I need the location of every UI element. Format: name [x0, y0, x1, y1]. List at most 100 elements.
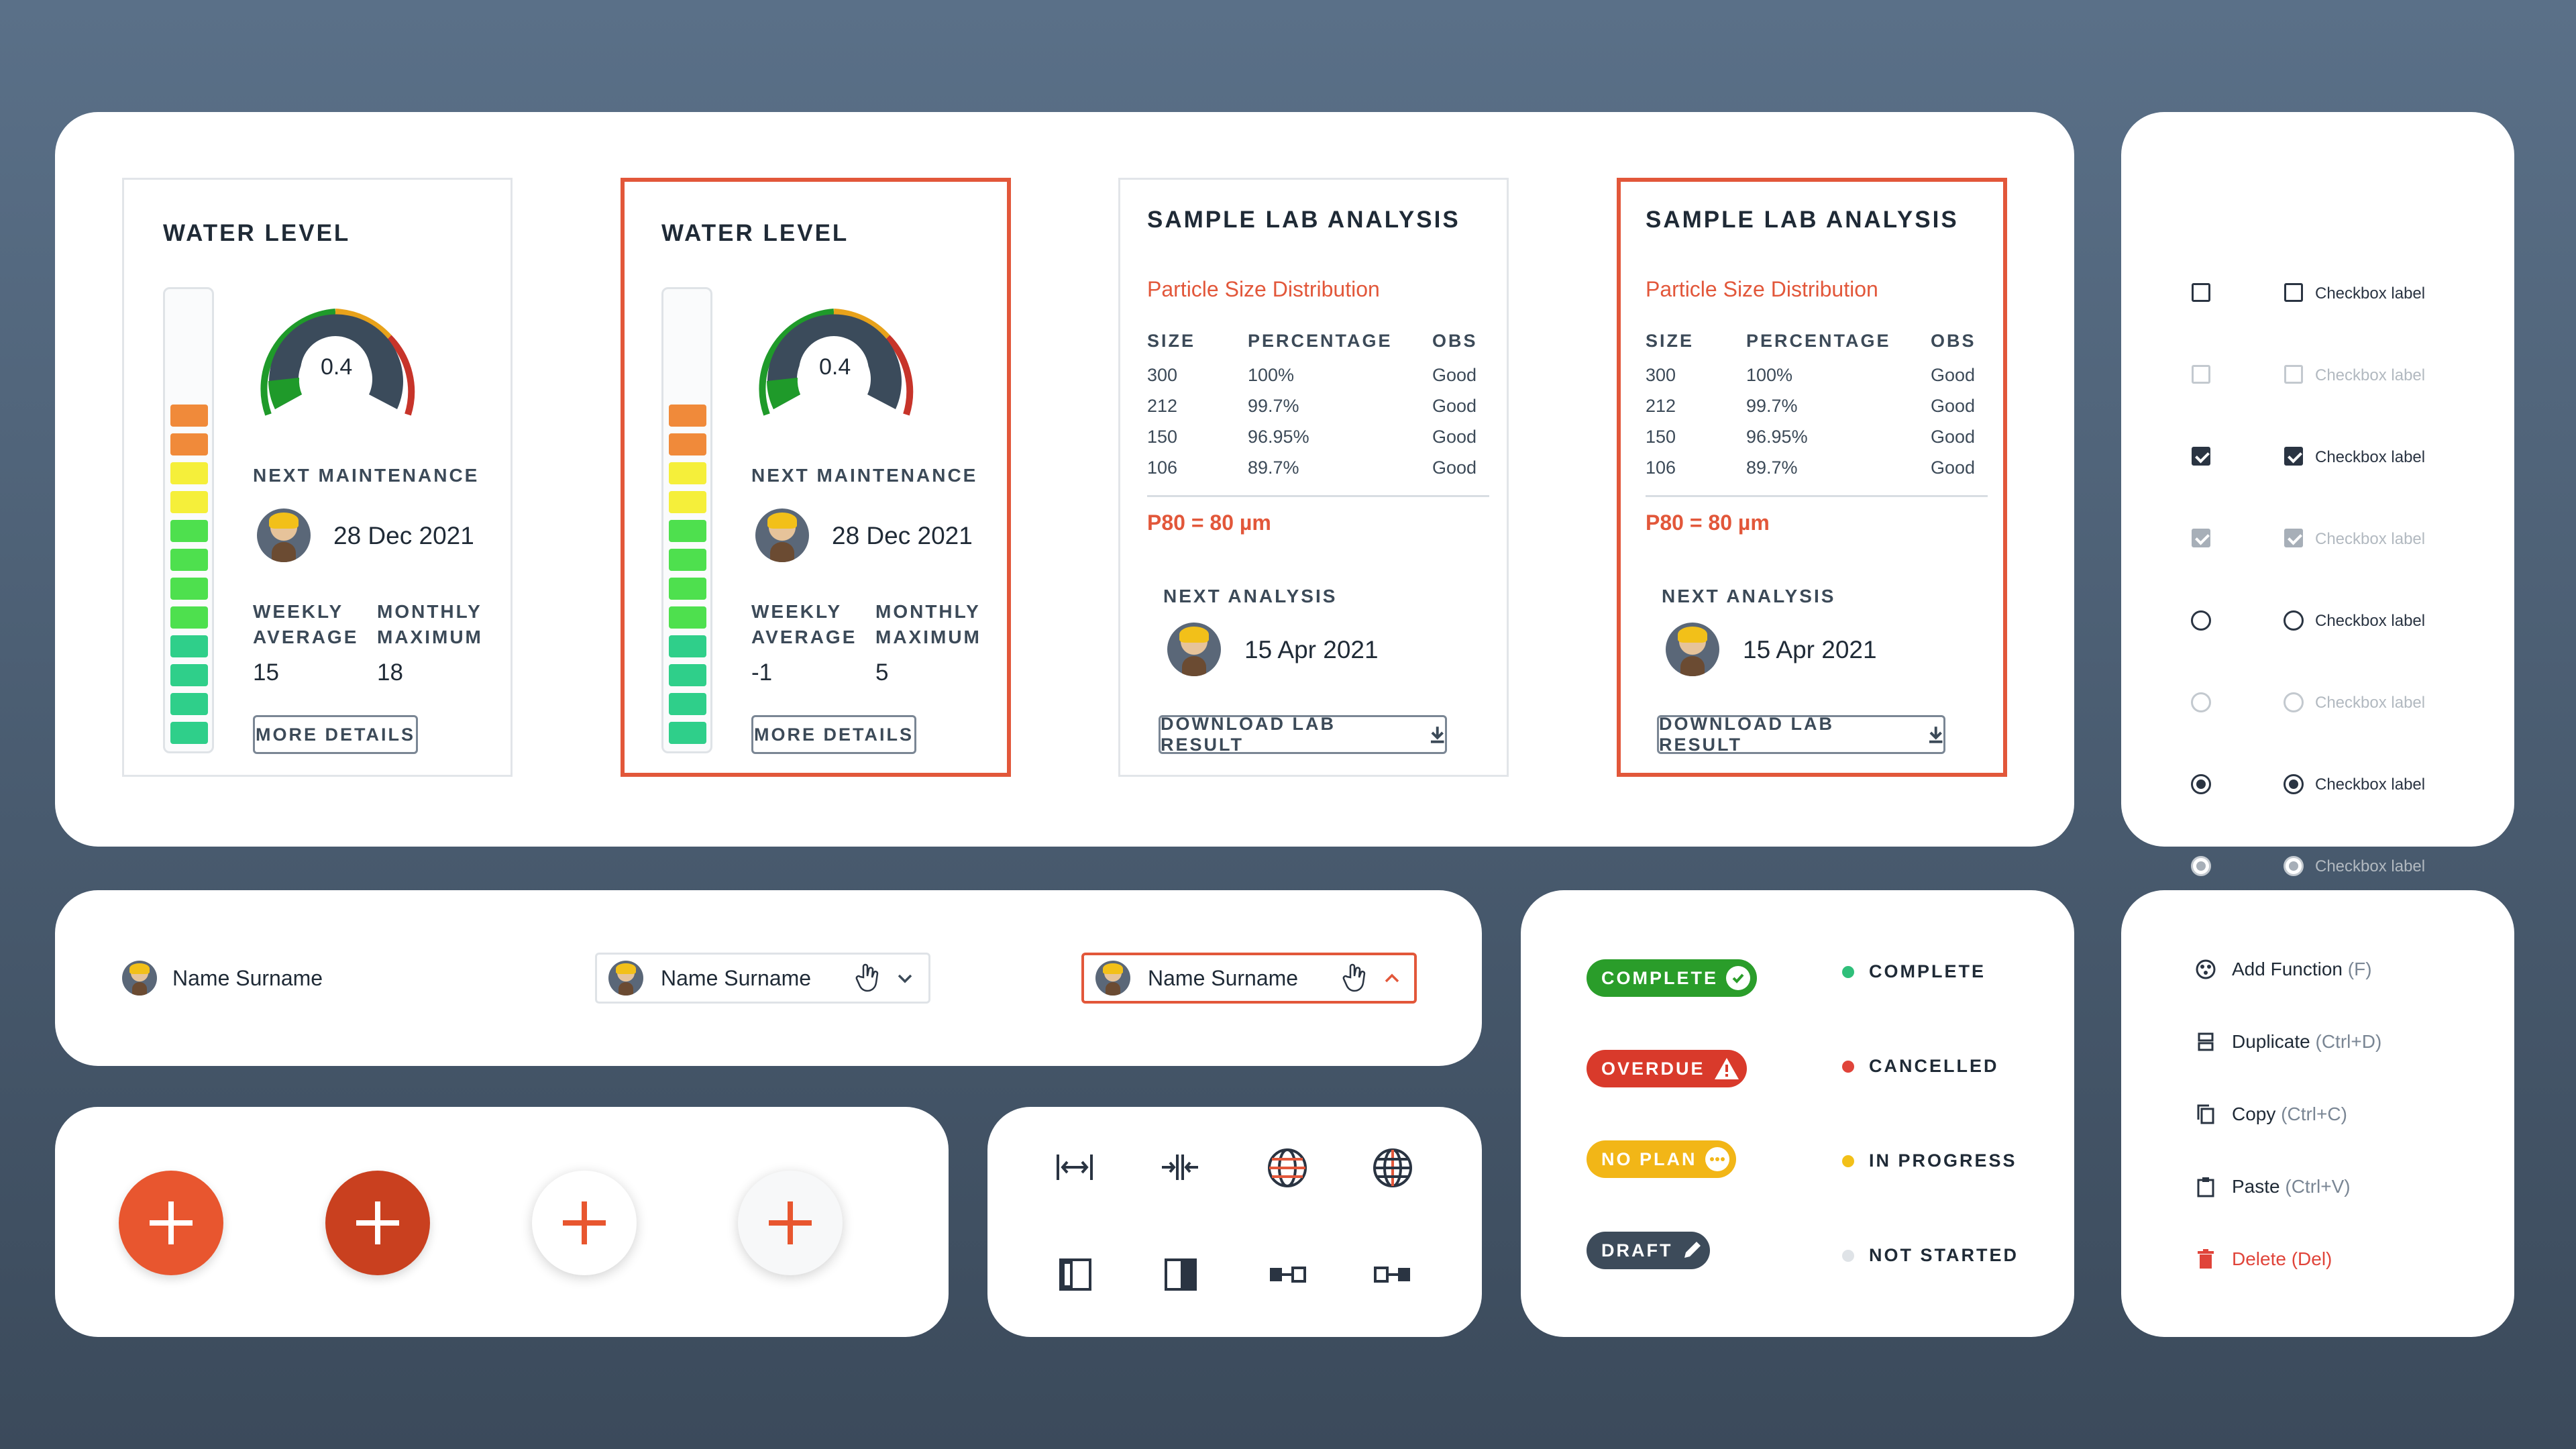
- checkbox-label: Checkbox label: [2315, 366, 2426, 384]
- size-distribution-table: SIZE PERCENTAGE OBS 300 100% Good 212 99.7% Go…: [1147, 331, 1489, 484]
- status-label-in-progress: IN PROGRESS: [1869, 1150, 2017, 1171]
- checkbox-label: Checkbox label: [2315, 448, 2426, 466]
- menu-item-delete[interactable]: Delete (Del): [2121, 1239, 2514, 1279]
- checkbox-checked[interactable]: [2192, 447, 2210, 466]
- menu-item-copy[interactable]: Copy (Ctrl+C): [2121, 1094, 2514, 1134]
- status-dot-not-started: [1842, 1250, 1854, 1262]
- status-pill-draft: DRAFT: [1587, 1232, 1711, 1269]
- checkbox-checked-disabled: [2192, 529, 2210, 547]
- weekly-label: WEEKLY AVERAGE: [253, 601, 359, 647]
- connect-right-icon[interactable]: [1373, 1265, 1412, 1285]
- add-fab-button-pressed[interactable]: [325, 1171, 430, 1275]
- trash-icon: [2198, 1249, 2214, 1269]
- radio-label: Checkbox label: [2315, 694, 2426, 712]
- table-row: 150 96.95% Good: [1646, 427, 1976, 447]
- radio[interactable]: [2284, 610, 2304, 631]
- analysis-date: 15 Apr 2021: [1244, 636, 1379, 663]
- maintenance-date: 28 Dec 2021: [333, 522, 474, 549]
- download-lab-result-button[interactable]: DOWNLOAD LAB RESULT: [1657, 714, 1945, 755]
- checkbox[interactable]: [2192, 283, 2210, 302]
- checkbox-panel: Checkbox label Checkbox label Checkbox l…: [2121, 112, 2514, 876]
- water-tank-meter: [661, 287, 712, 753]
- checkbox-label: Checkbox label: [2315, 530, 2426, 548]
- next-maintenance-label: NEXT MAINTENANCE: [751, 465, 978, 486]
- hand-cursor-icon: [855, 963, 879, 992]
- globe-icon[interactable]: [1267, 1147, 1308, 1189]
- monthly-label: MONTHLY MAXIMUM: [377, 601, 483, 647]
- gauge-chart: [260, 309, 415, 416]
- globe-grid-icon[interactable]: [1372, 1147, 1413, 1189]
- avatar: [608, 961, 643, 996]
- hand-cursor-icon: [1342, 963, 1366, 992]
- weekly-value: 15: [253, 659, 279, 686]
- maintenance-date: 28 Dec 2021: [832, 522, 973, 549]
- user-dropdown-open[interactable]: Name Surname: [1081, 953, 1417, 1004]
- gauge-value: 0.4: [819, 354, 851, 380]
- next-analysis-label: NEXT ANALYSIS: [1662, 586, 1836, 606]
- copy-icon: [2197, 1104, 2214, 1124]
- radio[interactable]: [2191, 610, 2211, 631]
- card-title: WATER LEVEL: [661, 220, 849, 246]
- pencil-icon: [1684, 1242, 1701, 1258]
- table-row: 300 100% Good: [1147, 365, 1477, 385]
- status-dot-cancelled: [1842, 1061, 1854, 1073]
- add-fab-button[interactable]: [119, 1171, 223, 1275]
- checkbox-checked-disabled: [2284, 529, 2303, 547]
- monthly-label: MONTHLY MAXIMUM: [875, 601, 981, 647]
- card-subtitle: Particle Size Distribution: [1646, 277, 1878, 301]
- card-title: SAMPLE LAB ANALYSIS: [1646, 207, 1959, 233]
- table-row: 106 89.7% Good: [1646, 458, 1976, 478]
- divider: [1147, 495, 1489, 497]
- next-analysis-label: NEXT ANALYSIS: [1163, 586, 1338, 606]
- chevron-up-icon: [1385, 973, 1399, 983]
- table-row: 150 96.95% Good: [1147, 427, 1477, 447]
- expand-horizontal-icon[interactable]: [1055, 1150, 1094, 1184]
- add-fab-button-light-hover[interactable]: [738, 1171, 843, 1275]
- status-dot-complete: [1842, 966, 1854, 978]
- avatar: [122, 961, 157, 996]
- chevron-down-icon: [898, 974, 912, 983]
- checkbox[interactable]: [2284, 283, 2303, 302]
- p80-value: P80 = 80 µm: [1147, 511, 1271, 535]
- analysis-date: 15 Apr 2021: [1743, 636, 1877, 663]
- table-row: 106 89.7% Good: [1147, 458, 1477, 478]
- menu-item-add-function[interactable]: Add Function (F): [2121, 949, 2514, 989]
- divider: [1646, 495, 1988, 497]
- dropdown-value: Name Surname: [661, 966, 812, 990]
- more-details-button[interactable]: MORE DETAILS: [751, 715, 916, 754]
- avatar: [1095, 961, 1130, 996]
- function-icon: [2196, 959, 2216, 979]
- status-label-not-started: NOT STARTED: [1869, 1245, 2019, 1265]
- duplicate-icon: [2198, 1032, 2214, 1051]
- table-row: 212 99.7% Good: [1646, 396, 1976, 416]
- panel-right-icon[interactable]: [1164, 1258, 1197, 1291]
- more-details-button[interactable]: MORE DETAILS: [253, 715, 418, 754]
- status-pill-overdue: OVERDUE: [1587, 1050, 1747, 1087]
- gauge-value: 0.4: [321, 354, 353, 380]
- radio-disabled: [2284, 692, 2304, 712]
- avatar: [1167, 623, 1221, 676]
- plus-icon: [150, 1201, 193, 1244]
- table-row: 300 100% Good: [1646, 365, 1976, 385]
- menu-item-paste[interactable]: Paste (Ctrl+V): [2121, 1167, 2514, 1207]
- checkbox-checked[interactable]: [2284, 447, 2303, 466]
- radio-label: Checkbox label: [2315, 612, 2426, 630]
- connect-left-icon[interactable]: [1268, 1265, 1307, 1285]
- menu-item-duplicate[interactable]: Duplicate (Ctrl+D): [2121, 1022, 2514, 1062]
- user-dropdown[interactable]: Name Surname: [595, 953, 930, 1004]
- radio-selected[interactable]: [2284, 774, 2304, 794]
- split-horizontal-icon[interactable]: [1161, 1150, 1199, 1184]
- radio-label: Checkbox label: [2315, 857, 2426, 875]
- status-label-cancelled: CANCELLED: [1869, 1056, 1999, 1076]
- add-fab-button-light[interactable]: [532, 1171, 637, 1275]
- radio-selected[interactable]: [2191, 774, 2211, 794]
- table-row: 212 99.7% Good: [1147, 396, 1477, 416]
- gauge-chart: [759, 309, 914, 416]
- checkbox-disabled: [2192, 365, 2210, 384]
- p80-value: P80 = 80 µm: [1646, 511, 1770, 535]
- water-level-card-selected: WATER LEVEL 0.4 NEXT MAINTENANCE 28 Dec …: [621, 178, 1011, 777]
- panel-left-icon[interactable]: [1059, 1258, 1092, 1291]
- avatar: [755, 508, 809, 562]
- download-lab-result-button[interactable]: DOWNLOAD LAB RESULT: [1159, 714, 1447, 755]
- radio-disabled: [2191, 692, 2211, 712]
